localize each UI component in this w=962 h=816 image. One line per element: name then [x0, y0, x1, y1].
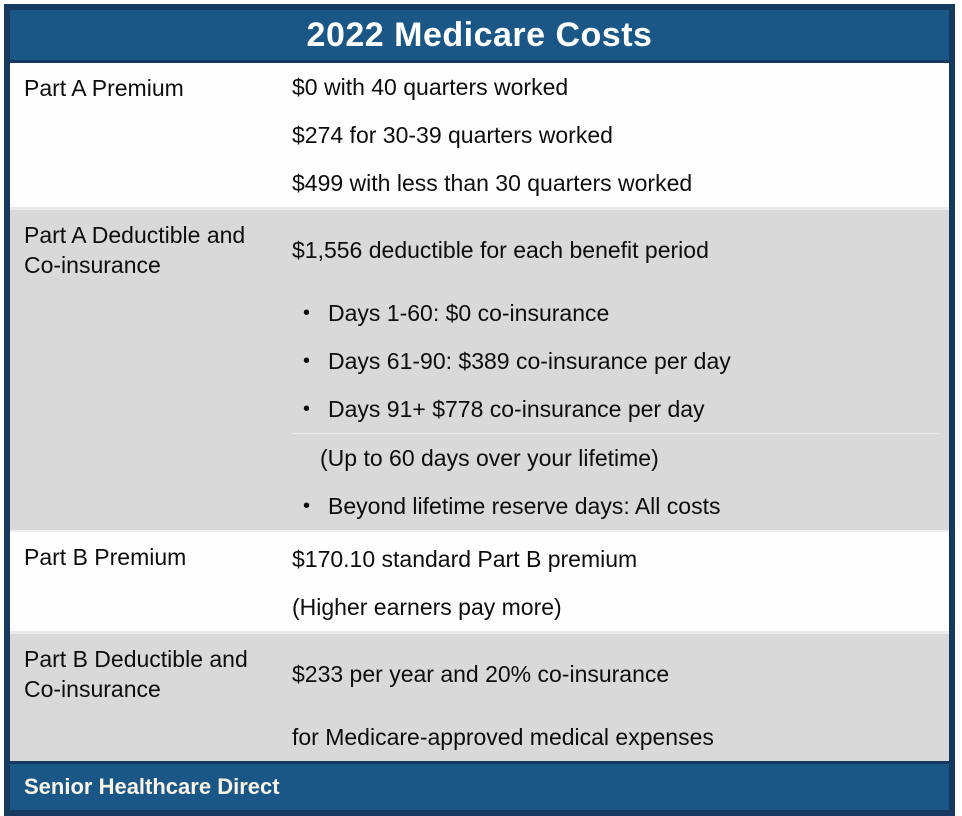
cost-line: $233 per year and 20% co-insurance	[292, 661, 670, 687]
row-values: $1,556 deductible for each benefit perio…	[275, 210, 949, 530]
table-row-part-b-premium: Part B Premium $170.10 standard Part B p…	[10, 530, 949, 631]
cost-line: (Higher earners pay more)	[292, 594, 562, 620]
bullet-icon: •	[303, 350, 311, 372]
row-label: Part B Deductible and Co-insurance	[24, 646, 248, 702]
cost-line: for Medicare-approved medical expenses	[292, 724, 714, 750]
cost-line: • Days 91+ $778 co-insurance per day	[292, 385, 939, 433]
bullet-icon: •	[303, 495, 311, 517]
table-title: 2022 Medicare Costs	[306, 15, 653, 54]
brand-name: Senior Healthcare Direct	[24, 774, 280, 799]
cost-line-note: (Up to 60 days over your lifetime)	[292, 433, 939, 482]
cost-line: $274 for 30-39 quarters worked	[292, 122, 613, 148]
cost-line: $170.10 standard Part B premium	[292, 546, 638, 572]
row-values: $233 per year and 20% co-insurance for M…	[275, 634, 949, 761]
table-row-part-a-premium: Part A Premium $0 with 40 quarters worke…	[10, 63, 949, 207]
bullet-icon: •	[303, 302, 311, 324]
table-row-part-a-deductible: Part A Deductible and Co-insurance $1,55…	[10, 207, 949, 530]
cost-line-text: Days 61-90: $389 co-insurance per day	[328, 348, 731, 374]
cost-line-text: Days 91+ $778 co-insurance per day	[328, 396, 705, 422]
cost-line: $0 with 40 quarters worked	[292, 74, 569, 100]
medicare-costs-table: 2022 Medicare Costs Part A Premium $0 wi…	[4, 4, 955, 816]
table-footer: Senior Healthcare Direct	[10, 761, 949, 810]
cost-line-text: Days 1-60: $0 co-insurance	[328, 300, 610, 326]
table-row-part-b-deductible: Part B Deductible and Co-insurance $233 …	[10, 631, 949, 761]
cost-line-text: Beyond lifetime reserve days: All costs	[328, 493, 721, 519]
row-values: $0 with 40 quarters worked $274 for 30-3…	[275, 63, 949, 207]
cost-line: • Days 1-60: $0 co-insurance	[292, 289, 939, 337]
table-header: 2022 Medicare Costs	[10, 10, 949, 63]
bullet-icon: •	[303, 398, 311, 420]
row-label: Part A Deductible and Co-insurance	[24, 222, 246, 278]
row-label: Part A Premium	[24, 75, 184, 101]
row-label: Part B Premium	[24, 544, 187, 570]
cost-line: $499 with less than 30 quarters worked	[292, 170, 693, 196]
cost-line: $1,556 deductible for each benefit perio…	[292, 237, 709, 263]
cost-line: • Days 61-90: $389 co-insurance per day	[292, 337, 939, 385]
cost-line: • Beyond lifetime reserve days: All cost…	[292, 482, 939, 530]
row-values: $170.10 standard Part B premium (Higher …	[275, 532, 949, 631]
